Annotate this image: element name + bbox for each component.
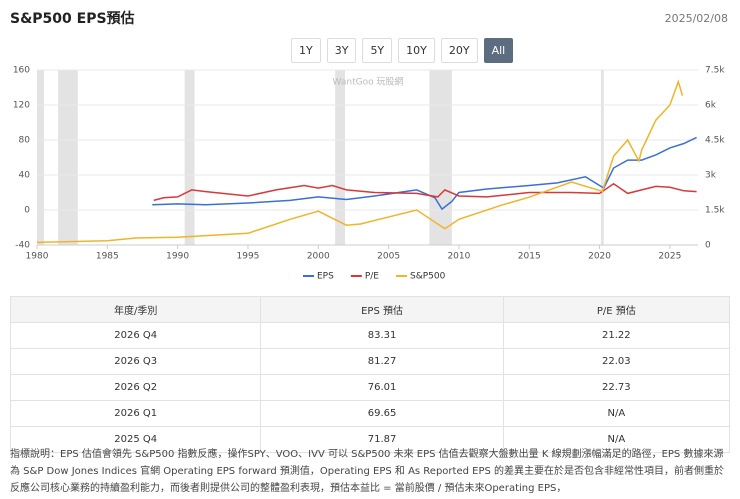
y2-tick-label: 3k xyxy=(705,171,717,181)
table-cell: 71.87 xyxy=(260,426,504,453)
recession-band xyxy=(335,70,345,245)
series-line xyxy=(36,79,684,244)
recession-band xyxy=(184,70,195,245)
table-cell: 2026 Q2 xyxy=(9,374,262,401)
range-button[interactable]: 5Y xyxy=(362,38,393,63)
table-row: 2025 Q4 71.87 N/A xyxy=(9,426,731,453)
y2-tick-label: 1.5k xyxy=(705,206,725,216)
y-tick-label: -40 xyxy=(15,241,30,251)
table-row: 2026 Q3 81.27 22.03 xyxy=(9,348,731,375)
x-tick-label: 2015 xyxy=(518,252,541,262)
table-cell: 81.27 xyxy=(260,348,504,375)
table-cell: 21.22 xyxy=(502,322,731,349)
range-button[interactable]: All xyxy=(483,38,514,63)
page-title: S&P500 EPS預估 xyxy=(10,11,135,27)
y2-tick-label: 0 xyxy=(705,241,711,251)
column-header: 年度/季別 xyxy=(9,296,262,323)
table-cell: 2026 Q4 xyxy=(9,322,262,349)
y-tick-label: 40 xyxy=(19,171,31,181)
table-header: 年度/季別 EPS 預估 P/E 預估 xyxy=(9,296,731,323)
recession-band xyxy=(429,70,452,245)
y2-tick-label: 4.5k xyxy=(705,136,725,146)
recession-band xyxy=(600,70,604,245)
footnote: 指標說明：EPS 估值會領先 S&P500 指數反應，操作SPY、VOO、IVV… xyxy=(10,449,725,494)
x-tick-label: 2020 xyxy=(588,252,611,262)
legend-label: P/E xyxy=(365,272,379,282)
range-button[interactable]: 1Y xyxy=(291,38,321,63)
table-row: 2026 Q2 76.01 22.73 xyxy=(9,374,731,401)
column-header: P/E 預估 xyxy=(502,296,731,323)
date: 2025/02/08 xyxy=(664,12,728,25)
recession-band xyxy=(37,70,45,245)
series-line xyxy=(152,136,697,211)
x-tick-label: 1995 xyxy=(237,252,260,262)
x-tick-label: 1990 xyxy=(166,252,189,262)
series-line xyxy=(153,182,697,202)
recession-band xyxy=(58,70,78,245)
table-cell: 2025 Q4 xyxy=(9,426,262,453)
legend-label: EPS xyxy=(317,272,334,282)
x-tick-label: 2000 xyxy=(307,252,330,262)
table-cell: 22.03 xyxy=(502,348,731,375)
table-cell: 83.31 xyxy=(260,322,504,349)
y-tick-label: 80 xyxy=(19,136,31,146)
chart: -40 0 40 80 120 160 0 1.5k 3k 4.5k 6k 7.5k 1980 1985 1… xyxy=(13,66,726,282)
eps-table: 年度/季別 EPS 預估 P/E 預估 2026 Q4 83.31 21.22 2026 Q… xyxy=(9,296,731,453)
y2-tick-label: 6k xyxy=(705,101,717,111)
table-cell: 2026 Q3 xyxy=(9,348,262,375)
range-buttons: 1Y 3Y 5Y 10Y 20Y All xyxy=(291,38,514,63)
x-tick-label: 1980 xyxy=(26,252,49,262)
y-tick-label: 160 xyxy=(13,66,30,76)
watermark: WantGoo 玩股網 xyxy=(333,76,404,88)
x-tick-label: 1985 xyxy=(96,252,119,262)
x-tick-label: 2010 xyxy=(447,252,470,262)
y-tick-label: 120 xyxy=(13,101,30,111)
y2-tick-label: 7.5k xyxy=(705,66,725,76)
table-cell: 2026 Q1 xyxy=(9,400,262,427)
y-tick-label: 0 xyxy=(24,206,30,216)
table-row: 2026 Q1 69.65 N/A xyxy=(9,400,731,427)
table-cell: 69.65 xyxy=(260,400,504,427)
table-cell: N/A xyxy=(502,426,731,453)
range-button[interactable]: 20Y xyxy=(440,38,478,63)
column-header: EPS 預估 xyxy=(260,296,504,323)
legend-label: S&P500 xyxy=(410,272,446,282)
x-tick-label: 2025 xyxy=(658,252,681,262)
table-row: 2026 Q4 83.31 21.22 xyxy=(9,322,731,349)
table-cell: N/A xyxy=(502,400,731,427)
table-cell: 22.73 xyxy=(502,374,731,401)
x-tick-label: 2005 xyxy=(377,252,400,262)
range-button[interactable]: 3Y xyxy=(326,38,357,63)
table-cell: 76.01 xyxy=(260,374,504,401)
range-button[interactable]: 10Y xyxy=(398,38,435,63)
